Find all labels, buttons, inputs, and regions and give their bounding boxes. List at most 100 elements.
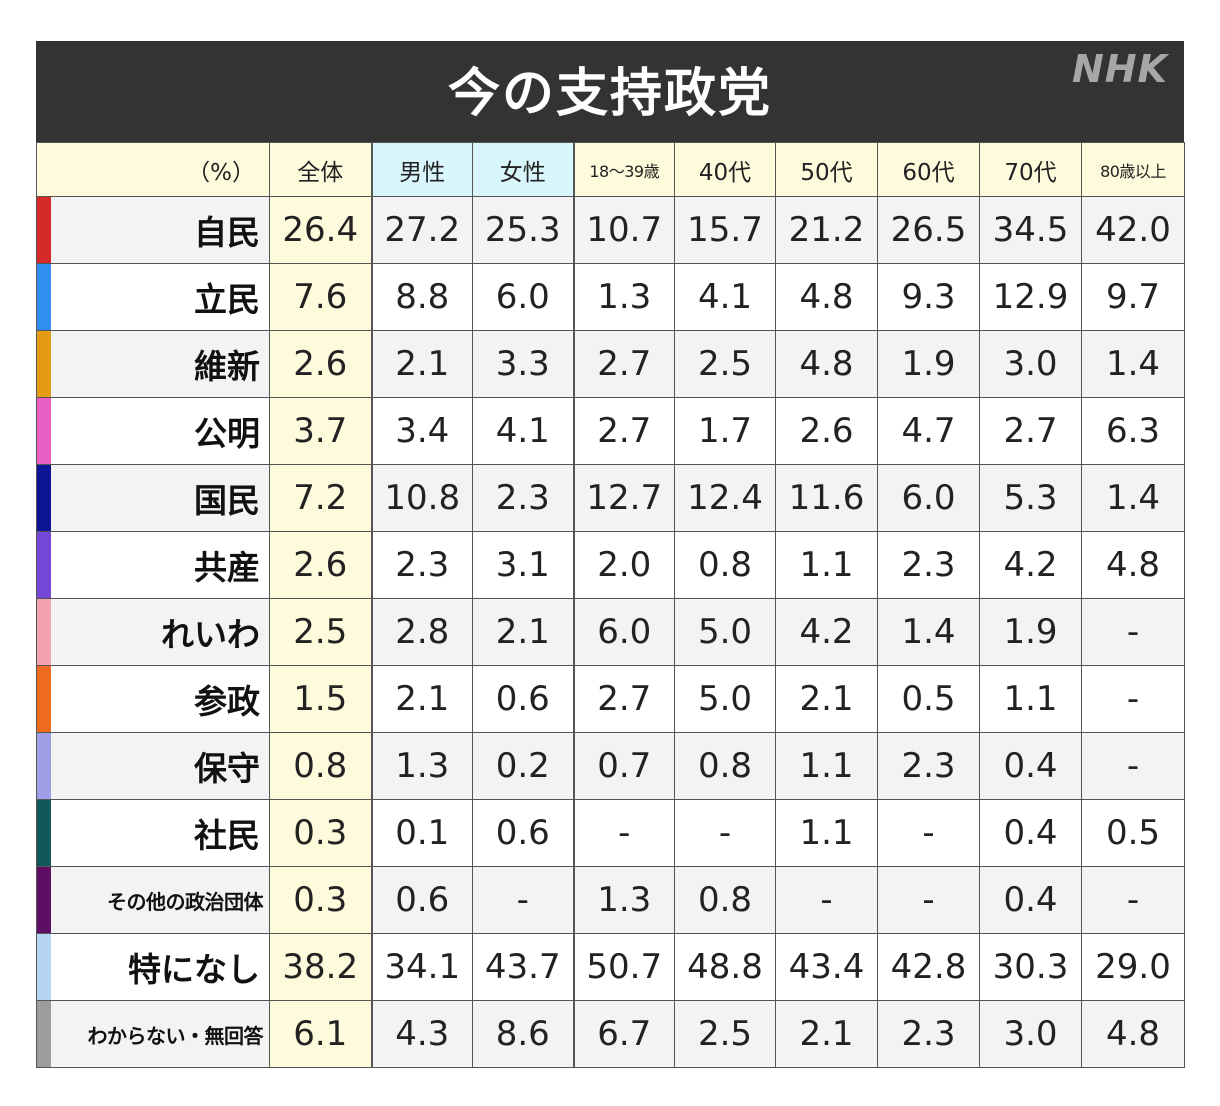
value-cell: 1.3 <box>572 866 675 934</box>
value-cell: 3.3 <box>472 330 574 398</box>
value-cell: 26.4 <box>269 196 372 264</box>
value-cell: 15.7 <box>674 196 776 264</box>
support-table: （%） 全体 男性 女性 18～39歳 40代 50代 60代 70代 80歳以… <box>36 142 1185 1068</box>
value-cell: 2.1 <box>775 1000 878 1068</box>
value-cell: - <box>775 866 878 934</box>
chart-title: 今の支持政党 <box>447 64 772 124</box>
party-color-swatch <box>37 733 51 799</box>
value-cell: 2.3 <box>877 1000 980 1068</box>
party-color-swatch <box>37 264 51 330</box>
party-name: れいわ <box>161 615 260 654</box>
value-cell: 2.7 <box>979 397 1082 465</box>
party-name: その他の政治団体 <box>107 889 264 914</box>
value-cell: 3.7 <box>269 397 372 465</box>
value-cell: 4.1 <box>674 263 776 331</box>
party-color-swatch <box>37 934 51 1000</box>
party-name: 参政 <box>194 682 260 721</box>
value-cell: 29.0 <box>1081 933 1185 1001</box>
value-cell: 2.7 <box>572 397 675 465</box>
value-cell: 5.0 <box>674 598 776 666</box>
title-bar: 今の支持政党 NHK <box>36 41 1184 142</box>
table-row: 公明 3.7 3.4 4.1 2.7 1.7 2.6 4.7 2.7 6.3 <box>36 397 1185 465</box>
value-cell: 0.5 <box>1081 799 1185 867</box>
value-cell: 9.3 <box>877 263 980 331</box>
value-cell: 2.3 <box>370 531 473 599</box>
party-cell: 公明 <box>36 397 270 465</box>
value-cell: 11.6 <box>775 464 878 532</box>
value-cell: 2.1 <box>370 665 473 733</box>
value-cell: 2.3 <box>877 732 980 800</box>
value-cell: 34.5 <box>979 196 1082 264</box>
party-cell: 特になし <box>36 933 270 1001</box>
column-header: 80歳以上 <box>1081 142 1185 197</box>
value-cell: 7.6 <box>269 263 372 331</box>
value-cell: 12.7 <box>572 464 675 532</box>
value-cell: 5.0 <box>674 665 776 733</box>
value-cell: 2.7 <box>572 330 675 398</box>
value-cell: 4.2 <box>979 531 1082 599</box>
value-cell: 42.8 <box>877 933 980 1001</box>
value-cell: 3.0 <box>979 330 1082 398</box>
party-color-swatch <box>37 465 51 531</box>
table-row: 維新 2.6 2.1 3.3 2.7 2.5 4.8 1.9 3.0 1.4 <box>36 330 1185 398</box>
value-cell: 0.3 <box>269 866 372 934</box>
value-cell: 0.3 <box>269 799 372 867</box>
value-cell: 6.3 <box>1081 397 1185 465</box>
party-cell: れいわ <box>36 598 270 666</box>
value-cell: 6.1 <box>269 1000 372 1068</box>
table-row: 社民 0.3 0.1 0.6- -1.1-0.4 0.5 <box>36 799 1185 867</box>
column-header: 60代 <box>877 142 980 197</box>
value-cell: 0.8 <box>674 866 776 934</box>
value-cell: 3.1 <box>472 531 574 599</box>
value-cell: 0.8 <box>674 531 776 599</box>
value-cell: 2.1 <box>472 598 574 666</box>
value-cell: 1.5 <box>269 665 372 733</box>
party-cell: 共産 <box>36 531 270 599</box>
nhk-logo: NHK <box>1071 47 1168 91</box>
value-cell: 6.7 <box>572 1000 675 1068</box>
value-cell: 1.1 <box>775 531 878 599</box>
value-cell: 48.8 <box>674 933 776 1001</box>
party-cell: 自民 <box>36 196 270 264</box>
value-cell: 6.0 <box>472 263 574 331</box>
column-header: 18～39歳 <box>572 142 675 197</box>
value-cell: 27.2 <box>370 196 473 264</box>
party-color-swatch <box>37 666 51 732</box>
value-cell: 2.3 <box>877 531 980 599</box>
value-cell: 3.0 <box>979 1000 1082 1068</box>
value-cell: 10.8 <box>370 464 473 532</box>
table-body: 自民 26.4 27.2 25.3 10.7 15.7 21.2 26.5 34.5 42.0 立民… <box>36 196 1185 1068</box>
value-cell: 12.9 <box>979 263 1082 331</box>
value-cell: 9.7 <box>1081 263 1185 331</box>
value-cell: - <box>572 799 675 867</box>
value-cell: 21.2 <box>775 196 878 264</box>
party-name: 公明 <box>194 414 260 453</box>
value-cell: 0.7 <box>572 732 675 800</box>
value-cell: 2.5 <box>674 330 776 398</box>
value-cell: 1.3 <box>572 263 675 331</box>
value-cell: 1.9 <box>979 598 1082 666</box>
value-cell: 2.0 <box>572 531 675 599</box>
party-name: 国民 <box>194 481 260 520</box>
value-cell: - <box>1081 732 1185 800</box>
value-cell: 1.4 <box>1081 464 1185 532</box>
value-cell: 0.8 <box>674 732 776 800</box>
value-cell: 1.1 <box>979 665 1082 733</box>
value-cell: 0.5 <box>877 665 980 733</box>
value-cell: 2.6 <box>269 330 372 398</box>
column-header: 女性 <box>472 142 574 197</box>
value-cell: 2.3 <box>472 464 574 532</box>
party-cell: 参政 <box>36 665 270 733</box>
value-cell: 2.5 <box>269 598 372 666</box>
value-cell: 8.8 <box>370 263 473 331</box>
party-name: 立民 <box>194 280 260 319</box>
value-cell: 1.4 <box>1081 330 1185 398</box>
value-cell: 4.8 <box>1081 1000 1185 1068</box>
value-cell: 1.1 <box>775 799 878 867</box>
column-header: 50代 <box>775 142 878 197</box>
value-cell: 0.6 <box>370 866 473 934</box>
value-cell: - <box>1081 866 1185 934</box>
table-row: 立民 7.6 8.8 6.0 1.3 4.1 4.8 9.3 12.9 9.7 <box>36 263 1185 331</box>
table-row: 特になし 38.2 34.1 43.7 50.7 48.8 43.4 42.8 30.3 29.0 <box>36 933 1185 1001</box>
value-cell: 0.4 <box>979 799 1082 867</box>
